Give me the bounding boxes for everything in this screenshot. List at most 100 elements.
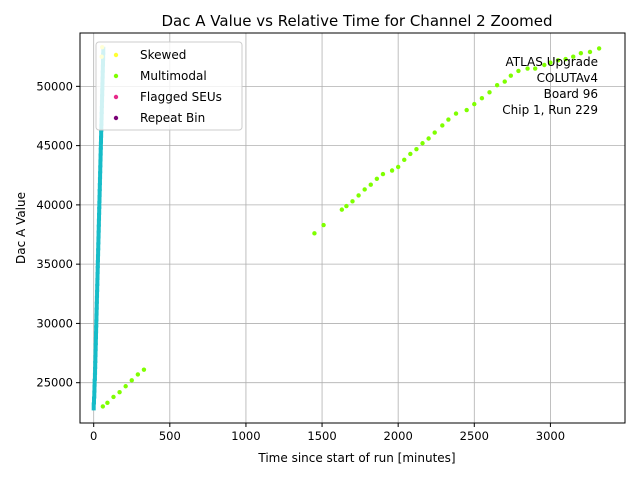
y-tick-label: 30000 bbox=[36, 316, 73, 330]
data-point bbox=[92, 396, 97, 405]
legend-marker bbox=[113, 94, 119, 100]
legend-marker bbox=[113, 115, 119, 121]
chart-title: Dac A Value vs Relative Time for Channel… bbox=[162, 12, 553, 30]
data-point bbox=[96, 224, 101, 233]
data-point bbox=[97, 212, 102, 221]
data-point bbox=[94, 295, 99, 304]
data-point bbox=[97, 183, 102, 192]
data-point bbox=[98, 147, 103, 156]
data-point bbox=[141, 367, 147, 372]
data-point bbox=[98, 141, 103, 150]
data-point bbox=[596, 46, 602, 51]
grid-lines bbox=[80, 33, 625, 423]
legend-label: Multimodal bbox=[140, 69, 207, 83]
data-point bbox=[117, 389, 122, 395]
data-point bbox=[93, 349, 98, 358]
data-point bbox=[446, 117, 451, 122]
data-point bbox=[95, 283, 100, 292]
data-point bbox=[93, 331, 98, 340]
x-tick-label: 1500 bbox=[307, 429, 336, 443]
annotation-line: Board 96 bbox=[544, 87, 598, 101]
data-point bbox=[96, 236, 101, 245]
y-tick-label: 40000 bbox=[36, 198, 73, 212]
data-point bbox=[350, 199, 355, 204]
data-point bbox=[98, 171, 103, 180]
data-point bbox=[96, 242, 101, 251]
data-point bbox=[94, 307, 99, 316]
data-point bbox=[453, 111, 459, 116]
data-point bbox=[389, 168, 395, 173]
y-tick-label: 25000 bbox=[36, 376, 73, 390]
series-4 bbox=[91, 46, 106, 411]
plot-frame bbox=[79, 32, 626, 424]
data-point bbox=[532, 66, 538, 71]
data-point bbox=[479, 95, 485, 101]
data-point bbox=[94, 325, 99, 334]
legend-label: Repeat Bin bbox=[140, 111, 205, 125]
data-point bbox=[402, 157, 407, 163]
annotation-line: COLUTAv4 bbox=[537, 71, 598, 85]
data-point bbox=[95, 254, 100, 263]
data-point bbox=[92, 372, 97, 381]
plot-data bbox=[91, 45, 602, 411]
data-point bbox=[464, 107, 469, 113]
data-point bbox=[578, 50, 584, 56]
axis-ticks: 0 500 1000 1500 2000 2500 3000 25000 30000 35000 4… bbox=[36, 79, 565, 443]
data-point bbox=[95, 277, 100, 286]
data-point bbox=[111, 394, 116, 400]
x-tick-label: 2500 bbox=[460, 429, 489, 443]
data-point bbox=[414, 146, 419, 152]
y-tick-label: 50000 bbox=[36, 79, 73, 93]
data-point bbox=[571, 54, 576, 59]
data-point bbox=[135, 372, 141, 377]
data-point bbox=[542, 62, 547, 68]
x-tick-label: 2000 bbox=[384, 429, 413, 443]
data-point bbox=[95, 272, 100, 281]
data-point bbox=[94, 301, 99, 310]
x-tick-label: 3000 bbox=[536, 429, 565, 443]
legend-entry-multimodal: Multimodal bbox=[113, 69, 207, 83]
data-point bbox=[96, 248, 101, 257]
data-point bbox=[555, 58, 561, 63]
data-point bbox=[96, 230, 101, 239]
data-point bbox=[98, 153, 103, 162]
data-point bbox=[548, 60, 553, 65]
data-point bbox=[563, 56, 568, 62]
legend-label: Skewed bbox=[140, 48, 186, 62]
run-annotation: ATLAS Upgrade COLUTAv4 Board 96 Chip 1, … bbox=[502, 55, 598, 117]
data-point bbox=[426, 136, 431, 141]
data-point bbox=[97, 189, 102, 198]
x-tick-label: 0 bbox=[90, 429, 97, 443]
data-point bbox=[97, 200, 102, 209]
data-point bbox=[97, 177, 102, 186]
legend-marker bbox=[113, 52, 119, 58]
data-point bbox=[395, 164, 401, 170]
data-point bbox=[95, 266, 100, 275]
data-point bbox=[525, 66, 530, 71]
data-point bbox=[587, 49, 593, 55]
data-point bbox=[93, 366, 98, 375]
legend-entry-flagged-seus: Flagged SEUs bbox=[113, 90, 222, 104]
data-point bbox=[105, 400, 110, 406]
data-point bbox=[94, 319, 99, 328]
data-point bbox=[129, 378, 134, 383]
data-point bbox=[100, 404, 106, 409]
data-point bbox=[99, 129, 104, 138]
legend-entry-repeat-bin: Repeat Bin bbox=[113, 111, 205, 125]
data-point bbox=[93, 343, 98, 352]
data-point bbox=[92, 378, 97, 387]
data-point bbox=[494, 82, 500, 88]
data-point bbox=[380, 171, 386, 177]
annotation-line: ATLAS Upgrade bbox=[505, 55, 598, 69]
data-point bbox=[97, 194, 102, 203]
data-point bbox=[321, 222, 326, 228]
data-point bbox=[508, 73, 514, 78]
data-point bbox=[123, 384, 128, 389]
data-point bbox=[368, 182, 373, 187]
data-point bbox=[95, 289, 100, 298]
data-point bbox=[339, 207, 345, 212]
series-1 bbox=[100, 46, 602, 409]
legend: Skewed Multimodal Flagged SEUs Repeat Bi… bbox=[95, 41, 243, 131]
data-point bbox=[374, 176, 380, 182]
